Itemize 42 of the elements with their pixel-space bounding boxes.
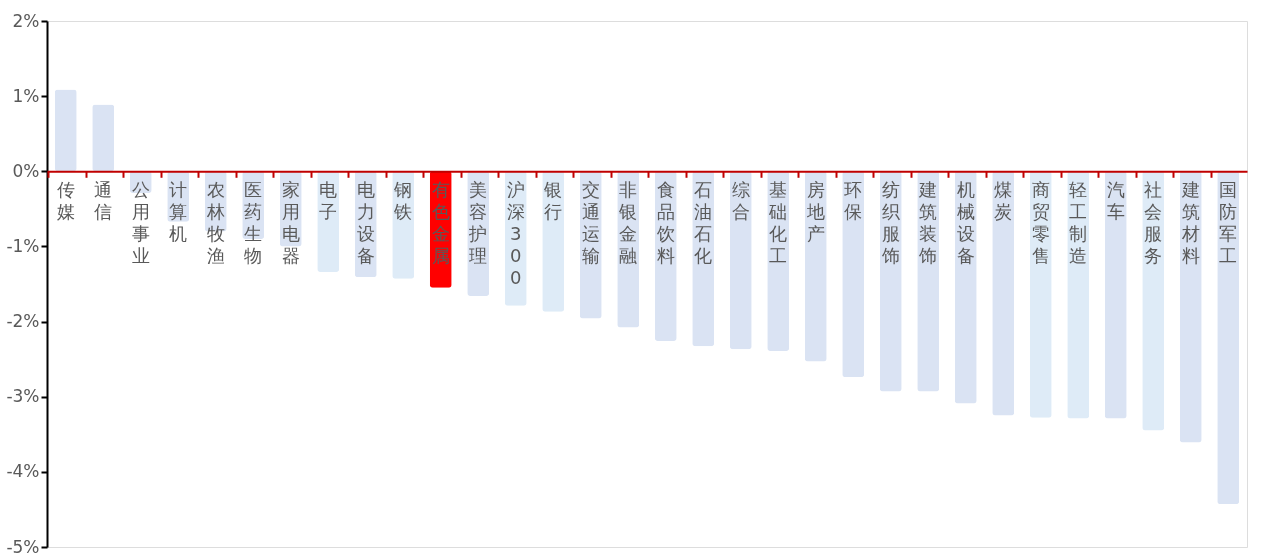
y-tick-label: -2% bbox=[6, 311, 40, 332]
bar bbox=[92, 104, 115, 172]
x-tick-label: 传媒 bbox=[56, 178, 75, 222]
x-tick-label: 计算机 bbox=[169, 178, 188, 244]
x-tick-label: 有色金属 bbox=[431, 178, 450, 266]
x-tick-label: 社会服务 bbox=[1144, 178, 1163, 266]
y-tick-label: 1% bbox=[12, 85, 40, 106]
y-tick-label: -1% bbox=[6, 235, 40, 256]
y-tick-label: 2% bbox=[12, 10, 40, 31]
x-tick-label: 石油石化 bbox=[694, 178, 713, 266]
x-tick-label: 家用电器 bbox=[281, 178, 300, 266]
x-tick-label: 环保 bbox=[844, 178, 863, 222]
x-tick-label: 国防军工 bbox=[1219, 178, 1238, 266]
x-tick-label: 汽车 bbox=[1106, 178, 1125, 222]
y-tick-label: -4% bbox=[6, 461, 40, 482]
x-tick-label: 基础化工 bbox=[768, 178, 788, 266]
x-tick-label: 纺织服饰 bbox=[880, 178, 900, 266]
y-tick-label: -5% bbox=[6, 536, 40, 557]
y-tick-label: -3% bbox=[6, 386, 40, 407]
x-tick-label: 食品饮料 bbox=[655, 178, 675, 266]
x-tick-label: 商贸零售 bbox=[1031, 178, 1050, 266]
x-tick-label: 电力设备 bbox=[356, 178, 375, 266]
x-tick-label: 轻工制造 bbox=[1069, 178, 1088, 266]
bar bbox=[54, 89, 77, 172]
x-tick-label: 煤炭 bbox=[994, 178, 1013, 222]
x-tick-label: 建筑材料 bbox=[1180, 178, 1200, 266]
x-tick-label: 钢铁 bbox=[393, 178, 413, 222]
x-tick-label: 交通运输 bbox=[581, 178, 600, 266]
x-tick-label: 沪深300 bbox=[506, 178, 525, 288]
x-tick-label: 银行 bbox=[543, 178, 563, 222]
x-tick-label: 机械设备 bbox=[956, 178, 975, 266]
x-tick-label: 房地产 bbox=[805, 178, 825, 244]
x-tick-label: 医药生物 bbox=[244, 178, 263, 266]
x-tick-label: 电子 bbox=[319, 178, 338, 222]
y-tick-label: 0% bbox=[12, 160, 40, 181]
x-tick-label: 美容护理 bbox=[468, 178, 488, 266]
x-tick-label: 建筑装饰 bbox=[918, 178, 938, 266]
x-tick-label: 通信 bbox=[94, 178, 113, 222]
x-tick-label: 农林牧渔 bbox=[205, 178, 225, 266]
x-tick-label: 综合 bbox=[731, 178, 750, 222]
x-tick-label: 非银金融 bbox=[618, 178, 638, 266]
x-tick-label: 公用事业 bbox=[131, 178, 150, 266]
